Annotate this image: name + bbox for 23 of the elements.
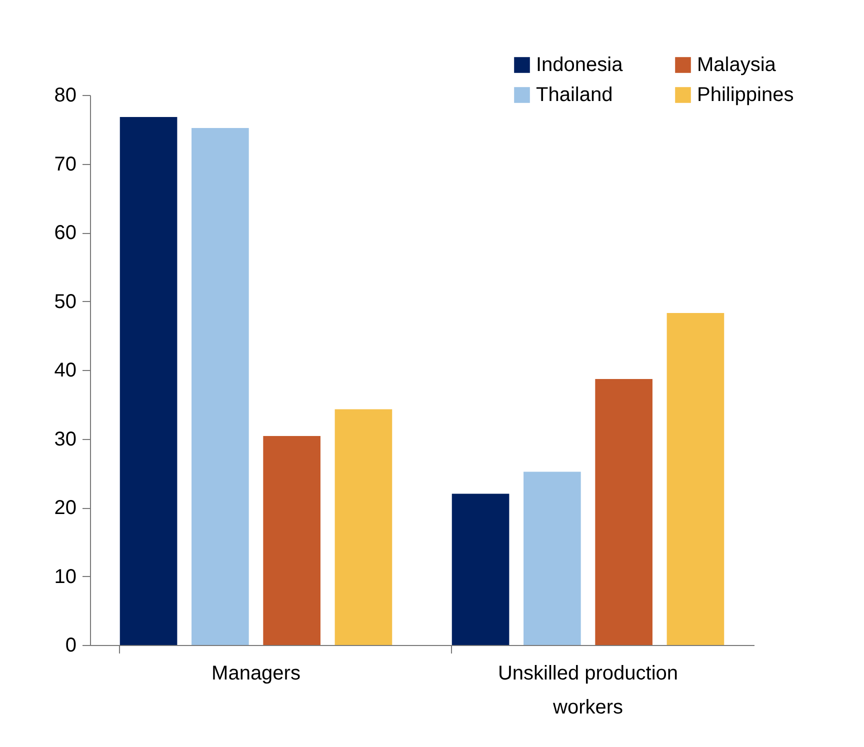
bar xyxy=(192,128,249,645)
legend-label: Indonesia xyxy=(536,54,624,76)
y-tick-label: 30 xyxy=(54,428,76,450)
bar xyxy=(595,378,652,645)
legend-label: Thailand xyxy=(536,84,613,106)
y-tick-label: 20 xyxy=(54,497,76,519)
x-tick-label: Managers xyxy=(212,662,300,684)
y-tick-label: 10 xyxy=(54,566,76,588)
bar xyxy=(524,472,581,645)
bar xyxy=(334,409,392,645)
x-tick-label: Unskilled production workers xyxy=(498,662,678,718)
legend-label: Malaysia xyxy=(697,54,777,76)
y-tick-label: 40 xyxy=(54,360,76,382)
y-tick-label: 70 xyxy=(54,153,76,176)
y-tick-label: 50 xyxy=(54,290,76,313)
bar xyxy=(452,494,510,645)
legend-label: Philippines xyxy=(697,84,794,106)
y-tick-label: 0 xyxy=(65,634,76,656)
bar xyxy=(666,312,724,645)
y-tick-label: 60 xyxy=(54,222,76,244)
y-tick-label: 80 xyxy=(54,84,76,106)
bar xyxy=(263,436,320,645)
bar xyxy=(120,117,178,645)
